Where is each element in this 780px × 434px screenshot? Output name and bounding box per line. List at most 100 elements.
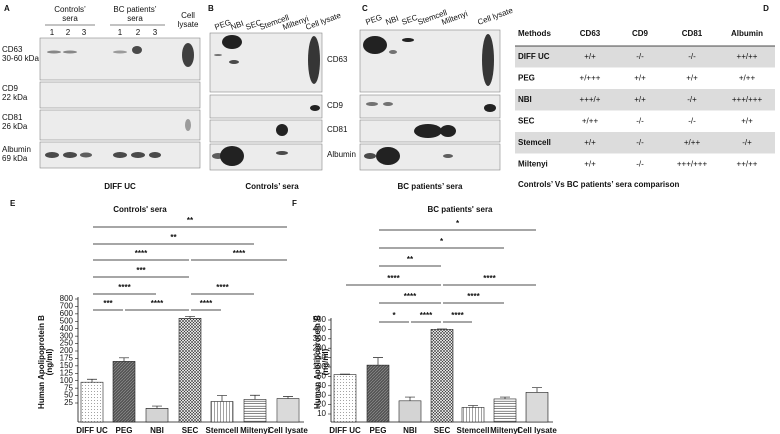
- lane-label: 2: [66, 28, 71, 37]
- bar: [112, 361, 136, 423]
- x-tick-label: SEC: [434, 426, 451, 434]
- lane-label: 1: [50, 28, 55, 37]
- y-tick-label: 500: [313, 315, 327, 324]
- significance-label: ****: [135, 249, 148, 258]
- panel-letter: E: [10, 199, 16, 208]
- significance-label: *: [456, 219, 460, 228]
- y-tick-label: 400: [313, 325, 327, 334]
- table-header: CD81: [682, 29, 703, 38]
- y-tick-label: 150: [60, 361, 74, 370]
- y-axis-label: (ng/ml): [321, 348, 330, 375]
- panel-caption: Controls’ sera: [245, 182, 299, 191]
- table-header: CD9: [632, 29, 649, 38]
- row-label: CD63: [327, 55, 348, 64]
- bar: [493, 398, 517, 423]
- significance-label: ***: [103, 299, 113, 308]
- significance-label: ****: [216, 283, 229, 292]
- row-label: 26 kDa: [2, 122, 28, 131]
- panel-letter: F: [292, 199, 297, 208]
- significance-label: **: [170, 233, 177, 242]
- table-cell: +/++: [739, 73, 756, 82]
- y-tick-label: 150: [313, 353, 327, 362]
- x-tick-label: SEC: [182, 426, 199, 434]
- table-cell: +++/+++: [677, 159, 708, 168]
- table-cell: -/-: [636, 52, 644, 61]
- lane-label: 1: [118, 28, 123, 37]
- table-cell: -/-: [636, 159, 644, 168]
- group-label: Cell: [181, 11, 195, 20]
- error-bar: [87, 378, 97, 383]
- y-tick-label: 175: [60, 354, 74, 363]
- x-tick-label: PEG: [370, 426, 387, 434]
- row-label: CD63: [2, 45, 23, 54]
- significance-label: ****: [420, 311, 433, 320]
- error-bar: [152, 405, 162, 409]
- error-bar: [373, 357, 383, 366]
- significance-label: ****: [151, 299, 164, 308]
- table-cell: -/-: [636, 138, 644, 147]
- row-label: CD9: [327, 101, 344, 110]
- y-tick-label: 50: [64, 391, 73, 400]
- table-cell: +/+: [634, 95, 646, 104]
- lane-label: 2: [136, 28, 141, 37]
- x-tick-label: Stemcell: [206, 426, 239, 434]
- bar: [366, 364, 390, 423]
- significance-label: ****: [451, 311, 464, 320]
- table-cell: -/-: [636, 116, 644, 125]
- significance-label: **: [407, 255, 414, 264]
- group-label: lysate: [178, 20, 199, 29]
- table-row-label: Miltenyi: [518, 159, 548, 168]
- table-cell: +/+: [584, 138, 596, 147]
- y-tick-label: 700: [60, 302, 74, 311]
- bar: [398, 400, 422, 423]
- y-tick-label: 10: [317, 409, 326, 418]
- y-tick-label: 100: [60, 376, 74, 385]
- table-cell: -/-: [688, 52, 696, 61]
- significance-label: ****: [404, 292, 417, 301]
- table-cell: +/+: [686, 73, 698, 82]
- bar: [430, 329, 454, 423]
- table-header: CD63: [580, 29, 601, 38]
- x-tick-label: Cell lysate: [268, 426, 308, 434]
- group-label: sera: [62, 14, 78, 23]
- x-tick-label: PEG: [116, 426, 133, 434]
- blot-c: [359, 29, 501, 171]
- significance-label: ****: [200, 299, 213, 308]
- x-tick-label: NBI: [150, 426, 164, 434]
- table-cell: -/+: [687, 95, 697, 104]
- bar: [145, 408, 169, 423]
- y-tick-label: 300: [60, 331, 74, 340]
- x-tick-label: Cell lysate: [517, 426, 557, 434]
- row-label: 69 kDa: [2, 154, 28, 163]
- lane-label: 3: [82, 28, 87, 37]
- chart-title: Controls' sera: [113, 205, 167, 214]
- table-row-bg: [515, 67, 775, 89]
- group-label: BC patients’: [113, 5, 156, 14]
- panel-letter: D: [763, 4, 769, 13]
- y-tick-label: 75: [64, 383, 73, 392]
- table-row-label: SEC: [518, 116, 535, 125]
- error-bar: [119, 357, 129, 362]
- significance-label: ****: [387, 274, 400, 283]
- significance-label: ***: [136, 266, 146, 275]
- bar: [178, 318, 202, 423]
- panel-letter: C: [362, 4, 368, 13]
- row-label: CD81: [327, 125, 348, 134]
- error-bar: [405, 396, 415, 401]
- y-tick-label: 800: [60, 294, 74, 303]
- significance-label: *: [440, 237, 444, 246]
- row-label: Albumin: [2, 145, 31, 154]
- table-cell: ++/++: [737, 52, 758, 61]
- table-row-bg: [515, 153, 775, 175]
- significance-label: ****: [118, 283, 131, 292]
- table-cell: -/-: [688, 116, 696, 125]
- x-tick-label: DIFF UC: [76, 426, 108, 434]
- error-bar: [250, 394, 260, 400]
- y-tick-label: 25: [64, 398, 73, 407]
- error-bar: [185, 316, 195, 319]
- table-cell: +/++: [582, 116, 599, 125]
- y-tick-label: 125: [60, 368, 74, 377]
- lane-label: Cell lysate: [476, 6, 514, 27]
- table-cell: +/+: [634, 73, 646, 82]
